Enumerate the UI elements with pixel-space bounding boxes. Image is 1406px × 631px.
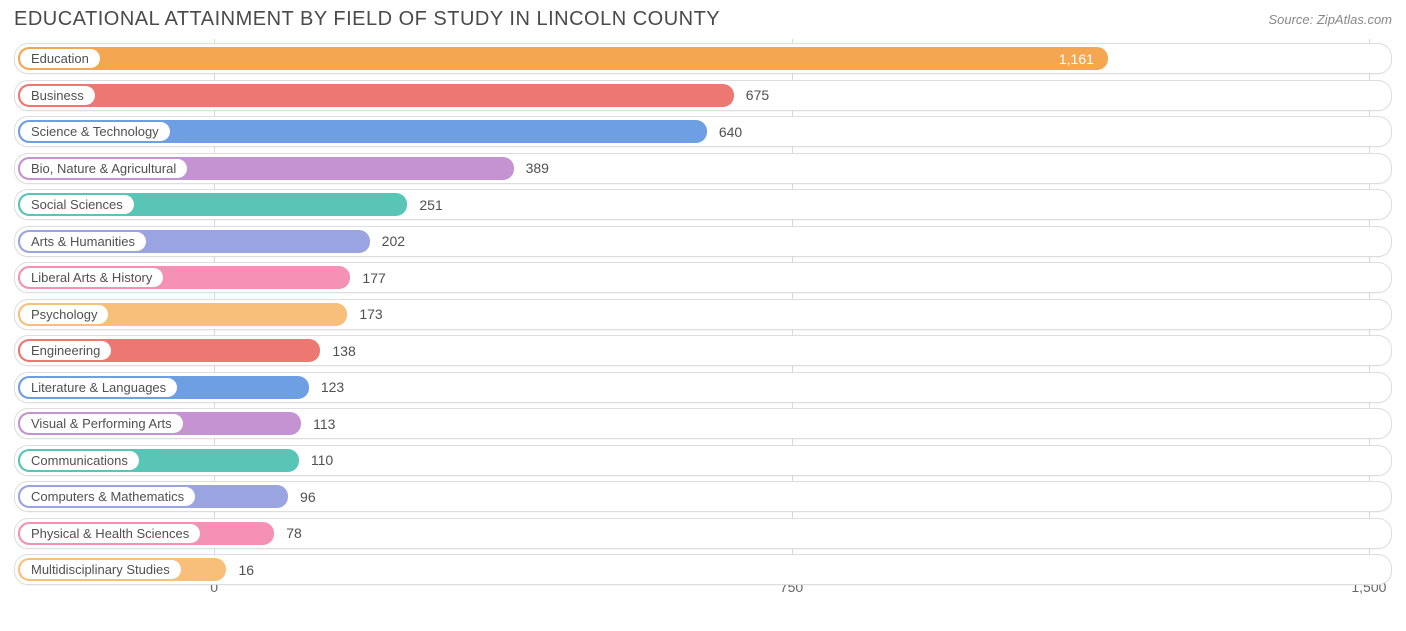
bar-value-label: 110 [311,452,333,468]
bar-row: Visual & Performing Arts 113 [14,408,1392,439]
bar-row: Engineering 138 [14,335,1392,366]
bar-row: Bio, Nature & Agricultural 389 [14,153,1392,184]
bar-row: Liberal Arts & History 177 [14,262,1392,293]
bar-category-label: Literature & Languages [20,378,177,397]
bar-row: Social Sciences 251 [14,189,1392,220]
bar-row: Literature & Languages 123 [14,372,1392,403]
bar-row: Computers & Mathematics 96 [14,481,1392,512]
bar-category-label: Science & Technology [20,122,170,141]
bar-segment: Science & Technology640 [18,120,707,143]
bar-category-label: Business [20,86,95,105]
bar-row: Science & Technology 640 [14,116,1392,147]
bar-category-label: Social Sciences [20,195,134,214]
bar-category-label: Multidisciplinary Studies [20,560,181,579]
bar-segment: Liberal Arts & History177 [18,266,350,289]
bar-segment: Multidisciplinary Studies16 [18,558,226,581]
bar-segment: Arts & Humanities202 [18,230,370,253]
chart-title: EDUCATIONAL ATTAINMENT BY FIELD OF STUDY… [14,8,720,31]
bar-row: Multidisciplinary Studies 16 [14,554,1392,585]
bar-category-label: Liberal Arts & History [20,268,163,287]
bar-category-label: Communications [20,451,139,470]
bar-segment: Engineering138 [18,339,320,362]
bar-segment: Psychology173 [18,303,347,326]
bar-category-label: Bio, Nature & Agricultural [20,159,187,178]
bar-value-label: 138 [332,343,355,359]
bar-value-label: 78 [286,525,302,541]
bar-value-label: 202 [382,233,405,249]
bar-row: Communications 110 [14,445,1392,476]
bar-value-label: 177 [362,270,385,286]
bar-row: Business 675 [14,80,1392,111]
bar-segment: Business675 [18,84,734,107]
bar-value-label: 113 [313,416,335,432]
bar-category-label: Computers & Mathematics [20,487,195,506]
bar-category-label: Arts & Humanities [20,232,146,251]
bar-category-label: Psychology [20,305,108,324]
bar-value-label: 640 [719,124,742,140]
bar-segment: Social Sciences251 [18,193,407,216]
bar-row: Physical & Health Sciences 78 [14,518,1392,549]
bar-row: Arts & Humanities 202 [14,226,1392,257]
bar-segment: Communications110 [18,449,299,472]
bar-category-label: Education [20,49,100,68]
bar-value-label: 96 [300,489,316,505]
bar-segment: Bio, Nature & Agricultural389 [18,157,514,180]
bar-value-label: 251 [419,197,442,213]
bar-segment: Education 1,161 [18,47,1108,70]
chart-area: Education 1,161 Business 675 Science & Techn… [14,39,1392,599]
bar-value-label: 123 [321,379,344,395]
bar-value-label: 16 [238,562,254,578]
bar-segment: Visual & Performing Arts113 [18,412,301,435]
bar-value-label: 1,161 [1059,51,1094,67]
bar-segment: Physical & Health Sciences78 [18,522,274,545]
bar-row: Education 1,161 [14,43,1392,74]
bar-category-label: Physical & Health Sciences [20,524,200,543]
bar-value-label: 675 [746,87,769,103]
bar-category-label: Engineering [20,341,111,360]
bar-category-label: Visual & Performing Arts [20,414,183,433]
bar-segment: Computers & Mathematics96 [18,485,288,508]
bar-row: Psychology 173 [14,299,1392,330]
bar-value-label: 173 [359,306,382,322]
bar-segment: Literature & Languages123 [18,376,309,399]
bar-value-label: 389 [526,160,549,176]
source-attribution: Source: ZipAtlas.com [1268,12,1392,27]
